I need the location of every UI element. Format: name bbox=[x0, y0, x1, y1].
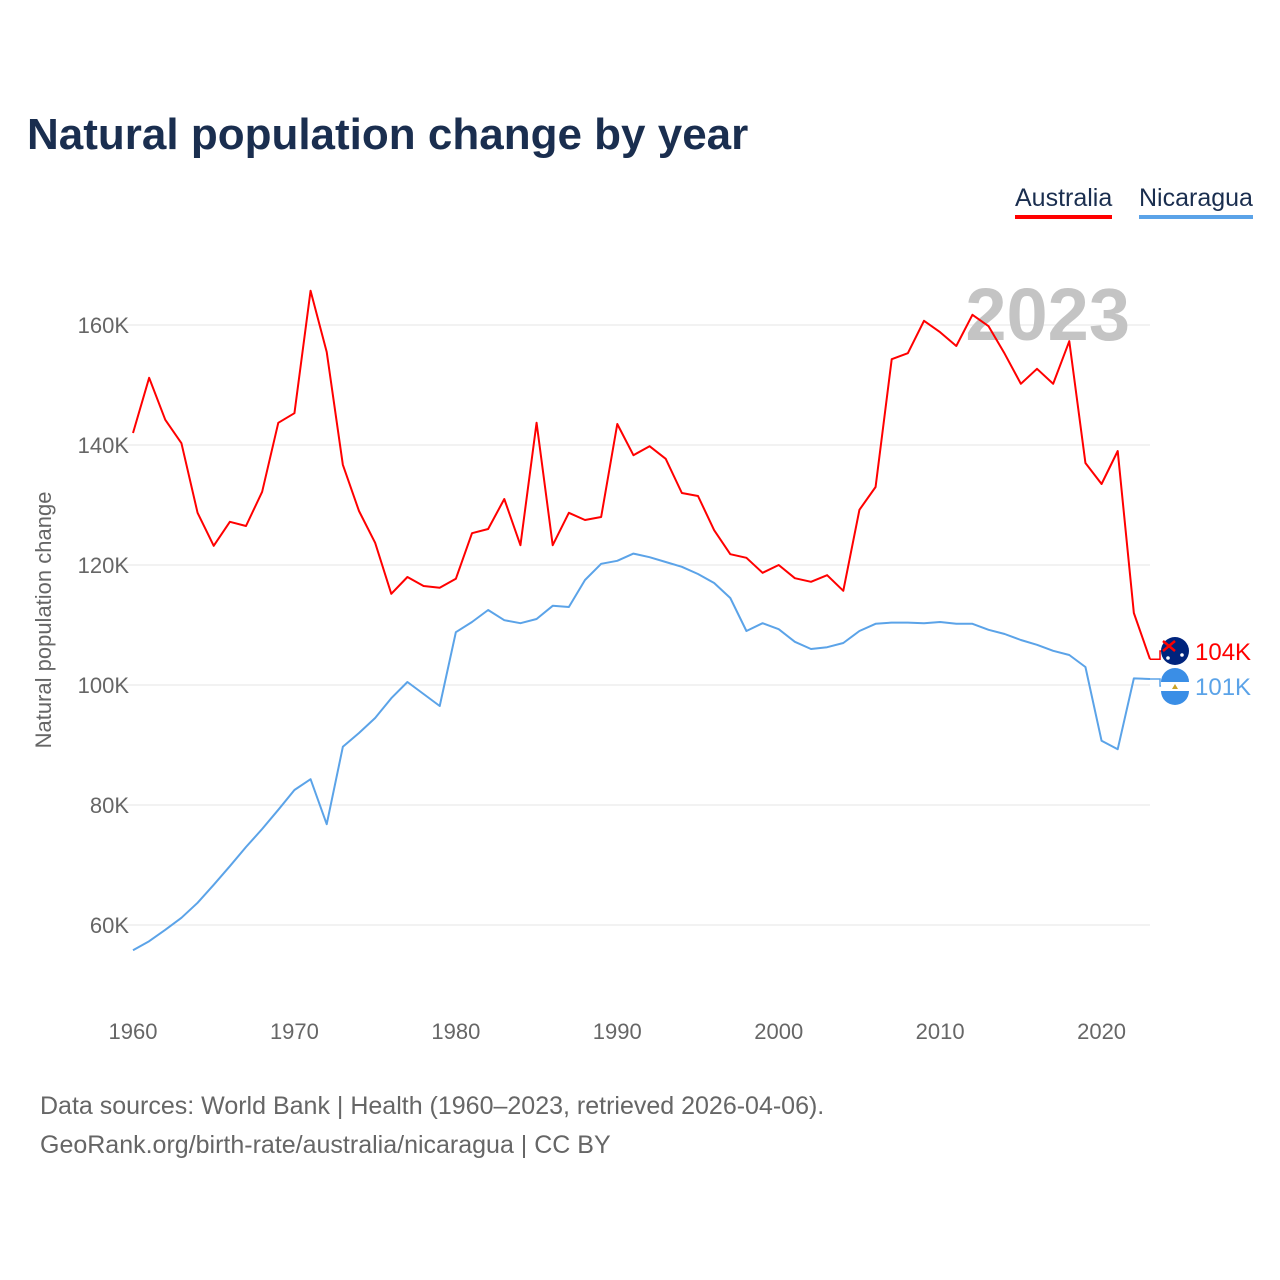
flag-cross bbox=[1162, 640, 1176, 652]
flag-stripe bbox=[1161, 691, 1189, 705]
y-tick-label: 80K bbox=[90, 793, 129, 818]
footer: Data sources: World Bank | Health (1960–… bbox=[40, 1087, 824, 1165]
series-line-nicaragua bbox=[132, 552, 1151, 952]
flag-star bbox=[1166, 656, 1170, 660]
year-watermark: 2023 bbox=[965, 273, 1130, 356]
x-tick-label: 1960 bbox=[109, 1019, 158, 1044]
flag-stripe bbox=[1161, 668, 1189, 682]
x-tick-label: 1990 bbox=[593, 1019, 642, 1044]
x-tick-label: 2000 bbox=[754, 1019, 803, 1044]
x-tick-label: 2010 bbox=[916, 1019, 965, 1044]
end-value-label: 101K bbox=[1195, 674, 1251, 701]
x-tick-label: 2020 bbox=[1077, 1019, 1126, 1044]
x-tick-label: 1970 bbox=[270, 1019, 319, 1044]
end-value-label: 104K bbox=[1195, 639, 1251, 666]
y-tick-label: 120K bbox=[78, 553, 130, 578]
footer-link[interactable]: GeoRank.org/birth-rate/australia/nicarag… bbox=[40, 1131, 611, 1159]
y-tick-label: 100K bbox=[78, 673, 130, 698]
y-tick-label: 140K bbox=[78, 433, 130, 458]
x-tick-label: 1980 bbox=[431, 1019, 480, 1044]
legend-australia[interactable]: Australia bbox=[1015, 184, 1113, 219]
flag-emblem bbox=[1172, 684, 1178, 689]
flag-star bbox=[1180, 653, 1184, 657]
y-tick-label: 160K bbox=[78, 313, 130, 338]
series-line-australia bbox=[132, 289, 1151, 660]
footer-sources: Data sources: World Bank | Health (1960–… bbox=[40, 1092, 825, 1120]
chart-title: Natural population change by year bbox=[27, 110, 749, 159]
y-axis-label: Natural population change bbox=[31, 492, 56, 749]
legend-nicaragua[interactable]: Nicaragua bbox=[1139, 184, 1253, 219]
y-tick-label: 60K bbox=[90, 913, 129, 938]
